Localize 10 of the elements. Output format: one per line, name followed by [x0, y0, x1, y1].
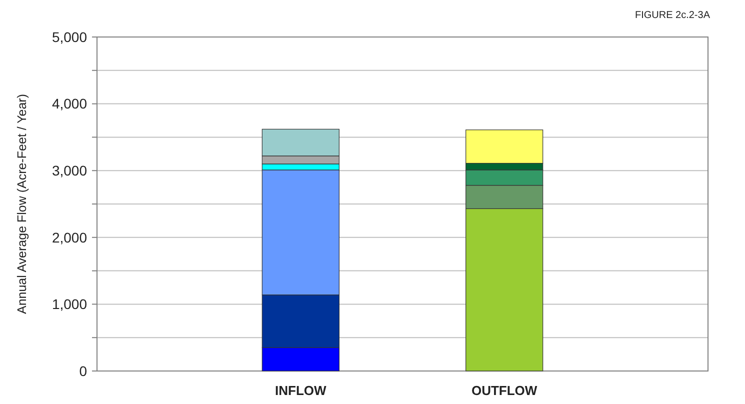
y-tick-label: 5,000: [52, 28, 88, 45]
x-tick-label: INFLOW: [275, 383, 328, 398]
caption: FIGURE 2c.2-3A: [634, 10, 710, 21]
y-tick-label: 2,000: [52, 229, 88, 246]
y-tick-label: 0: [79, 362, 88, 379]
y-tick-label: 1,000: [52, 296, 88, 312]
y-axis-title: Annual Average Flow (Acre-Feet / Year): [15, 94, 29, 314]
y-tick-label: 4,000: [52, 96, 88, 112]
x-tick-label: OUTFLOW: [471, 383, 538, 398]
y-tick-label: 3,000: [52, 162, 88, 178]
